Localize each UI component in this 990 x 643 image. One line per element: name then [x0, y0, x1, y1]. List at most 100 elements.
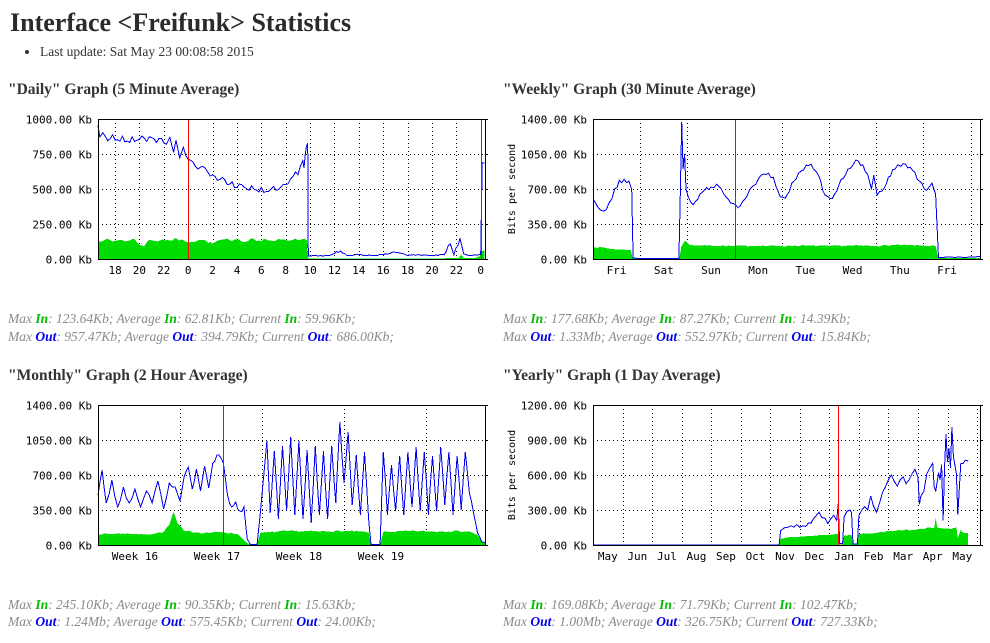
in-stats-line: Max In: 245.10Kb; Average In: 90.35Kb; C…	[8, 596, 495, 614]
stats-text: : 727.33Kb;	[812, 614, 878, 630]
x-tick-label: Nov	[775, 550, 795, 563]
y-tick-label: 0.00 Kb	[46, 539, 92, 552]
out-label: Out	[35, 328, 57, 344]
daily-traffic-graph: 1000.00 Kb 750.00 Kb 500.00 Kb 250.00 Kb 0.0…	[26, 114, 488, 277]
x-tick-label: Tue	[795, 264, 815, 277]
in-traffic-area	[98, 511, 485, 545]
out-label: Out	[656, 614, 678, 630]
in-stats-line: Max In: 123.64Kb; Average In: 62.81Kb; C…	[8, 310, 495, 328]
out-label: Out	[296, 614, 318, 630]
x-tick-label: 20	[133, 264, 146, 277]
stats-text: : 24.00Kb;	[317, 614, 376, 630]
x-tick-label: Feb	[864, 550, 884, 563]
x-tick-label: 4	[234, 264, 241, 277]
plot-frame	[593, 404, 981, 546]
stats-text: Max	[8, 614, 36, 630]
y-tick-label: 900.00 Kb	[527, 434, 587, 447]
out-traffic-line	[97, 125, 485, 257]
out-stats-line: Max Out: 957.47Kb; Average Out: 394.79Kb…	[8, 328, 495, 346]
stats-text: Max	[8, 596, 36, 612]
x-tick-label: Fri	[607, 264, 627, 277]
stats-text: Max	[8, 328, 36, 344]
x-tick-label: Aug	[686, 550, 706, 563]
stats-text: : 957.47Kb; Average	[56, 328, 173, 344]
stats-text: Max	[503, 328, 531, 344]
out-label: Out	[791, 614, 813, 630]
x-tick-label: Wed	[843, 264, 863, 277]
x-tick-label: Week 19	[358, 550, 404, 563]
yearly-graph-title: "Yearly" Graph (1 Day Average)	[503, 366, 721, 384]
in-label: In	[659, 311, 672, 326]
stats-text: : 123.64Kb; Average	[48, 311, 165, 326]
x-tick-label: Jun	[627, 550, 647, 563]
stats-text: : 62.81Kb; Current	[176, 311, 285, 326]
in-traffic-area	[593, 240, 980, 259]
x-tick-label: Jul	[657, 550, 677, 563]
y-tick-label: 350.00 Kb	[32, 504, 92, 517]
in-traffic-area	[98, 238, 485, 259]
update-list: Last update: Sat May 23 00:08:58 2015	[24, 44, 990, 60]
x-tick-label: 6	[258, 264, 265, 277]
stats-text: : 59.96Kb;	[297, 311, 356, 326]
stats-text: : 71.79Kb; Current	[671, 596, 780, 612]
stats-text: Max	[503, 614, 531, 630]
x-tick-label: Sep	[716, 550, 736, 563]
y-tick-label: 0.00 Kb	[541, 539, 587, 552]
x-tick-label: 18	[401, 264, 414, 277]
out-stats-line: Max Out: 1.24Mb; Average Out: 575.45Kb; …	[8, 613, 495, 631]
in-label: In	[530, 596, 544, 612]
y-tick-label: 1200.00 Kb	[521, 399, 587, 412]
x-tick-label: 0	[477, 264, 484, 277]
graphs-grid: "Daily" Graph (5 Minute Average) 1000.00…	[0, 60, 990, 631]
stats-text: : 102.47Kb;	[792, 596, 858, 612]
stats-text: Max	[8, 311, 36, 326]
y-tick-label: 1000.00 Kb	[26, 114, 92, 127]
x-tick-label: Fri	[937, 264, 957, 277]
weekly-graph-title: "Weekly" Graph (30 Minute Average)	[503, 81, 756, 98]
grid	[593, 404, 983, 546]
x-tick-label: Mar	[893, 550, 913, 563]
y-tick-label: 1400.00 Kb	[26, 399, 92, 412]
stats-text: : 394.79Kb; Current	[193, 328, 308, 344]
stats-text: : 90.35Kb; Current	[176, 596, 285, 612]
weekly-graph-section: "Weekly" Graph (30 Minute Average) 1400.…	[495, 60, 990, 346]
y-tick-label: 700.00 Kb	[527, 184, 587, 197]
y-tick-label: 0.00 Kb	[541, 254, 587, 267]
x-tick-label: Dec	[805, 550, 825, 563]
plot-frame	[98, 119, 486, 260]
out-label: Out	[656, 328, 678, 344]
stats-text: : 14.39Kb;	[792, 311, 851, 326]
plot-frame	[98, 404, 486, 546]
daily-graph-stats: Max In: 123.64Kb; Average In: 62.81Kb; C…	[8, 310, 495, 346]
y-tick-label: 1050.00 Kb	[521, 149, 587, 162]
monthly-traffic-graph: 1400.00 Kb 1050.00 Kb 700.00 Kb 350.00 Kb 0.…	[26, 399, 488, 563]
grid	[98, 119, 488, 260]
out-label: Out	[791, 328, 813, 344]
x-tick-label: Jan	[834, 550, 854, 563]
weekly-graph-stats: Max In: 177.68Kb; Average In: 87.27Kb; C…	[503, 310, 990, 346]
x-tick-label: 22	[157, 264, 170, 277]
x-tick-label: Mon	[748, 264, 768, 277]
y-axis-caption: Bits per second	[507, 429, 518, 519]
out-label: Out	[530, 328, 552, 344]
stats-text: Max	[503, 596, 531, 612]
x-tick-label: 22	[450, 264, 463, 277]
x-tick-label: 18	[108, 264, 121, 277]
x-tick-label: Apr	[923, 550, 943, 563]
stats-text: : 686.00Kb;	[328, 328, 394, 344]
yearly-graph-stats: Max In: 169.08Kb; Average In: 71.79Kb; C…	[503, 596, 990, 632]
out-traffic-line	[592, 122, 981, 259]
x-tick-label: Thu	[890, 264, 910, 277]
x-tick-label: 2	[209, 264, 216, 277]
y-tick-label: 0.00 Kb	[46, 254, 92, 267]
yearly-graph-section: "Yearly" Graph (1 Day Average) 1200.00 K…	[495, 346, 990, 632]
stats-text: : 575.45Kb; Current	[182, 614, 297, 630]
stats-text: : 245.10Kb; Average	[48, 596, 165, 612]
y-tick-label: 250.00 Kb	[32, 219, 92, 232]
in-label: In	[284, 311, 298, 326]
y-tick-label: 700.00 Kb	[32, 469, 92, 482]
stats-text: Max	[503, 311, 531, 326]
in-label: In	[659, 596, 672, 612]
yearly-traffic-graph: 1200.00 Kb 900.00 Kb 600.00 Kb 300.00 Kb 0.0…	[507, 399, 983, 563]
stats-text: : 1.33Mb; Average	[551, 328, 657, 344]
